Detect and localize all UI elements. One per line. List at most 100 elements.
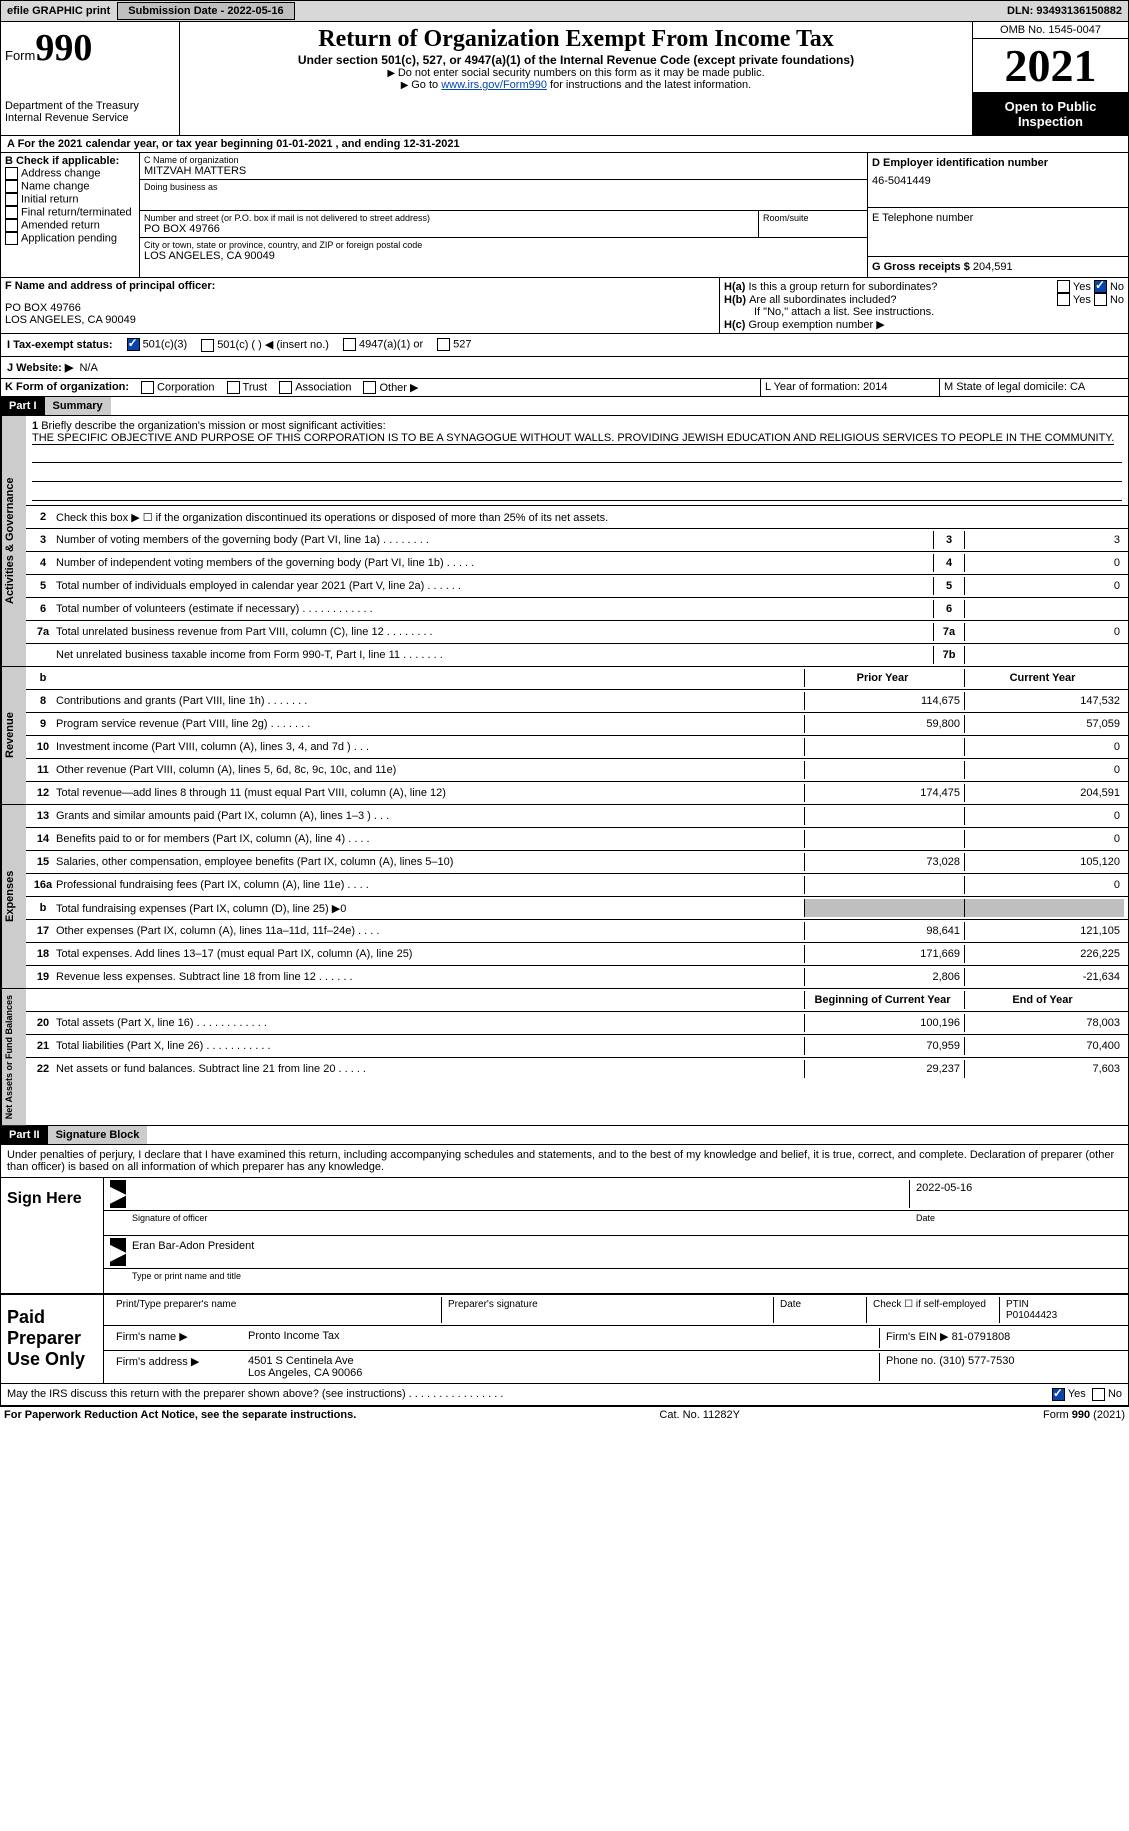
m-state: M State of legal domicile: CA (940, 379, 1128, 397)
dba-label: Doing business as (144, 182, 863, 192)
line-a: A For the 2021 calendar year, or tax yea… (0, 136, 1129, 153)
col-prior: Prior Year (804, 669, 964, 687)
vtab-expenses: Expenses (1, 805, 26, 988)
e-label: E Telephone number (872, 212, 1124, 224)
i-4947[interactable]: 4947(a)(1) or (343, 338, 423, 351)
c-name-label: C Name of organization (144, 155, 863, 165)
bcdeg-block: B Check if applicable: Address change Na… (0, 153, 1129, 278)
dept-label: Department of the Treasury (5, 100, 175, 112)
ha-no[interactable] (1094, 280, 1107, 293)
hb-note: If "No," attach a list. See instructions… (724, 306, 1124, 318)
sign-here-label: Sign Here (1, 1178, 104, 1293)
firm-addr-lbl: Firm's address ▶ (110, 1353, 242, 1381)
open-public: Open to Public Inspection (973, 93, 1128, 135)
data-line: 12Total revenue—add lines 8 through 11 (… (26, 782, 1128, 804)
form-title: Return of Organization Exempt From Incom… (184, 26, 968, 53)
hb-no[interactable] (1094, 293, 1107, 306)
firm-phone: (310) 577-7530 (939, 1355, 1014, 1367)
org-city: LOS ANGELES, CA 90049 (144, 250, 863, 262)
data-line: 22Net assets or fund balances. Subtract … (26, 1058, 1128, 1080)
form-ref: Form 990 (2021) (1043, 1409, 1125, 1421)
submission-date-btn[interactable]: Submission Date - 2022-05-16 (117, 2, 294, 20)
vtab-governance: Activities & Governance (1, 416, 26, 666)
gross-receipts: 204,591 (973, 261, 1013, 273)
expenses-block: Expenses 13Grants and similar amounts pa… (0, 805, 1129, 989)
data-line: 14Benefits paid to or for members (Part … (26, 828, 1128, 851)
gov-line: Net unrelated business taxable income fr… (26, 644, 1128, 666)
line-i: I Tax-exempt status: 501(c)(3) 501(c) ( … (0, 334, 1129, 357)
prep-check[interactable]: Check ☐ if self-employed (866, 1297, 999, 1323)
declaration: Under penalties of perjury, I declare th… (0, 1145, 1129, 1178)
mission-label: Briefly describe the organization's miss… (41, 420, 385, 432)
gov-line: 5Total number of individuals employed in… (26, 575, 1128, 598)
officer-addr1: PO BOX 49766 (5, 302, 715, 314)
check-pending[interactable]: Application pending (5, 232, 135, 245)
gov-line: 2Check this box ▶ ☐ if the organization … (26, 506, 1128, 529)
data-line: 18Total expenses. Add lines 13–17 (must … (26, 943, 1128, 966)
form-number: Form990 (5, 26, 175, 70)
check-name[interactable]: Name change (5, 180, 135, 193)
col-curr: Current Year (964, 669, 1124, 687)
k-trust[interactable]: Trust (227, 381, 268, 394)
check-amended[interactable]: Amended return (5, 219, 135, 232)
pra-notice: For Paperwork Reduction Act Notice, see … (4, 1409, 356, 1421)
gov-line: 7aTotal unrelated business revenue from … (26, 621, 1128, 644)
cat-no: Cat. No. 11282Y (659, 1409, 740, 1421)
name-label: Type or print name and title (126, 1271, 1122, 1291)
footer: For Paperwork Reduction Act Notice, see … (0, 1406, 1129, 1423)
fh-block: F Name and address of principal officer:… (0, 278, 1129, 334)
ha-label: Is this a group return for subordinates? (748, 281, 1056, 293)
dln: DLN: 93493136150882 (1001, 3, 1128, 19)
prep-sig-lbl: Preparer's signature (441, 1297, 773, 1323)
check-initial[interactable]: Initial return (5, 193, 135, 206)
i-527[interactable]: 527 (437, 338, 471, 351)
k-corp[interactable]: Corporation (141, 381, 214, 394)
ptin: P01044423 (1006, 1310, 1116, 1321)
data-line: 9Program service revenue (Part VIII, lin… (26, 713, 1128, 736)
data-line: 11Other revenue (Part VIII, column (A), … (26, 759, 1128, 782)
k-other[interactable]: Other ▶ (363, 381, 418, 395)
sign-block: Sign Here ▶2022-05-16 Signature of offic… (0, 1178, 1129, 1295)
revenue-block: Revenue bPrior YearCurrent Year 8Contrib… (0, 667, 1129, 805)
ptin-lbl: PTIN (1006, 1299, 1116, 1310)
f-label: F Name and address of principal officer: (5, 280, 715, 292)
efile-label: efile GRAPHIC print (1, 3, 116, 19)
i-501c[interactable]: 501(c) ( ) ◀ (insert no.) (201, 338, 329, 352)
data-line: 20Total assets (Part X, line 16) . . . .… (26, 1012, 1128, 1035)
ha-yes[interactable] (1057, 280, 1070, 293)
city-label: City or town, state or province, country… (144, 240, 863, 250)
org-address: PO BOX 49766 (144, 223, 754, 235)
data-line: bTotal fundraising expenses (Part IX, co… (26, 897, 1128, 920)
data-line: 17Other expenses (Part IX, column (A), l… (26, 920, 1128, 943)
firm-name-lbl: Firm's name ▶ (110, 1328, 242, 1348)
b-label: B Check if applicable: (5, 155, 135, 167)
preparer-block: Paid Preparer Use Only Print/Type prepar… (0, 1295, 1129, 1384)
topbar: efile GRAPHIC print Submission Date - 20… (0, 0, 1129, 22)
org-name: MITZVAH MATTERS (144, 165, 863, 177)
check-final[interactable]: Final return/terminated (5, 206, 135, 219)
i-501c3[interactable]: 501(c)(3) (127, 338, 188, 351)
data-line: 19Revenue less expenses. Subtract line 1… (26, 966, 1128, 988)
check-address[interactable]: Address change (5, 167, 135, 180)
discuss-no[interactable] (1092, 1388, 1105, 1401)
arrow-icon: ▶ (110, 1180, 126, 1208)
line-j: J Website: ▶ N/A (0, 357, 1129, 379)
governance-block: Activities & Governance 1 Briefly descri… (0, 416, 1129, 667)
subtitle-3: Go to www.irs.gov/Form990 for instructio… (184, 79, 968, 91)
vtab-revenue: Revenue (1, 667, 26, 804)
data-line: 8Contributions and grants (Part VIII, li… (26, 690, 1128, 713)
firm-ein: 81-0791808 (952, 1331, 1011, 1343)
gov-line: 4Number of independent voting members of… (26, 552, 1128, 575)
data-line: 16aProfessional fundraising fees (Part I… (26, 874, 1128, 897)
gov-line: 6Total number of volunteers (estimate if… (26, 598, 1128, 621)
officer-addr2: LOS ANGELES, CA 90049 (5, 314, 715, 326)
hb-yes[interactable] (1057, 293, 1070, 306)
mission-text: THE SPECIFIC OBJECTIVE AND PURPOSE OF TH… (32, 432, 1114, 445)
discuss-yes[interactable] (1052, 1388, 1065, 1401)
part2-title: Signature Block (48, 1126, 148, 1144)
discuss-q: May the IRS discuss this return with the… (7, 1388, 1052, 1401)
discuss-row: May the IRS discuss this return with the… (0, 1384, 1129, 1406)
vtab-netassets: Net Assets or Fund Balances (1, 989, 26, 1125)
k-assoc[interactable]: Association (279, 381, 351, 394)
irs-link[interactable]: www.irs.gov/Form990 (441, 79, 547, 91)
